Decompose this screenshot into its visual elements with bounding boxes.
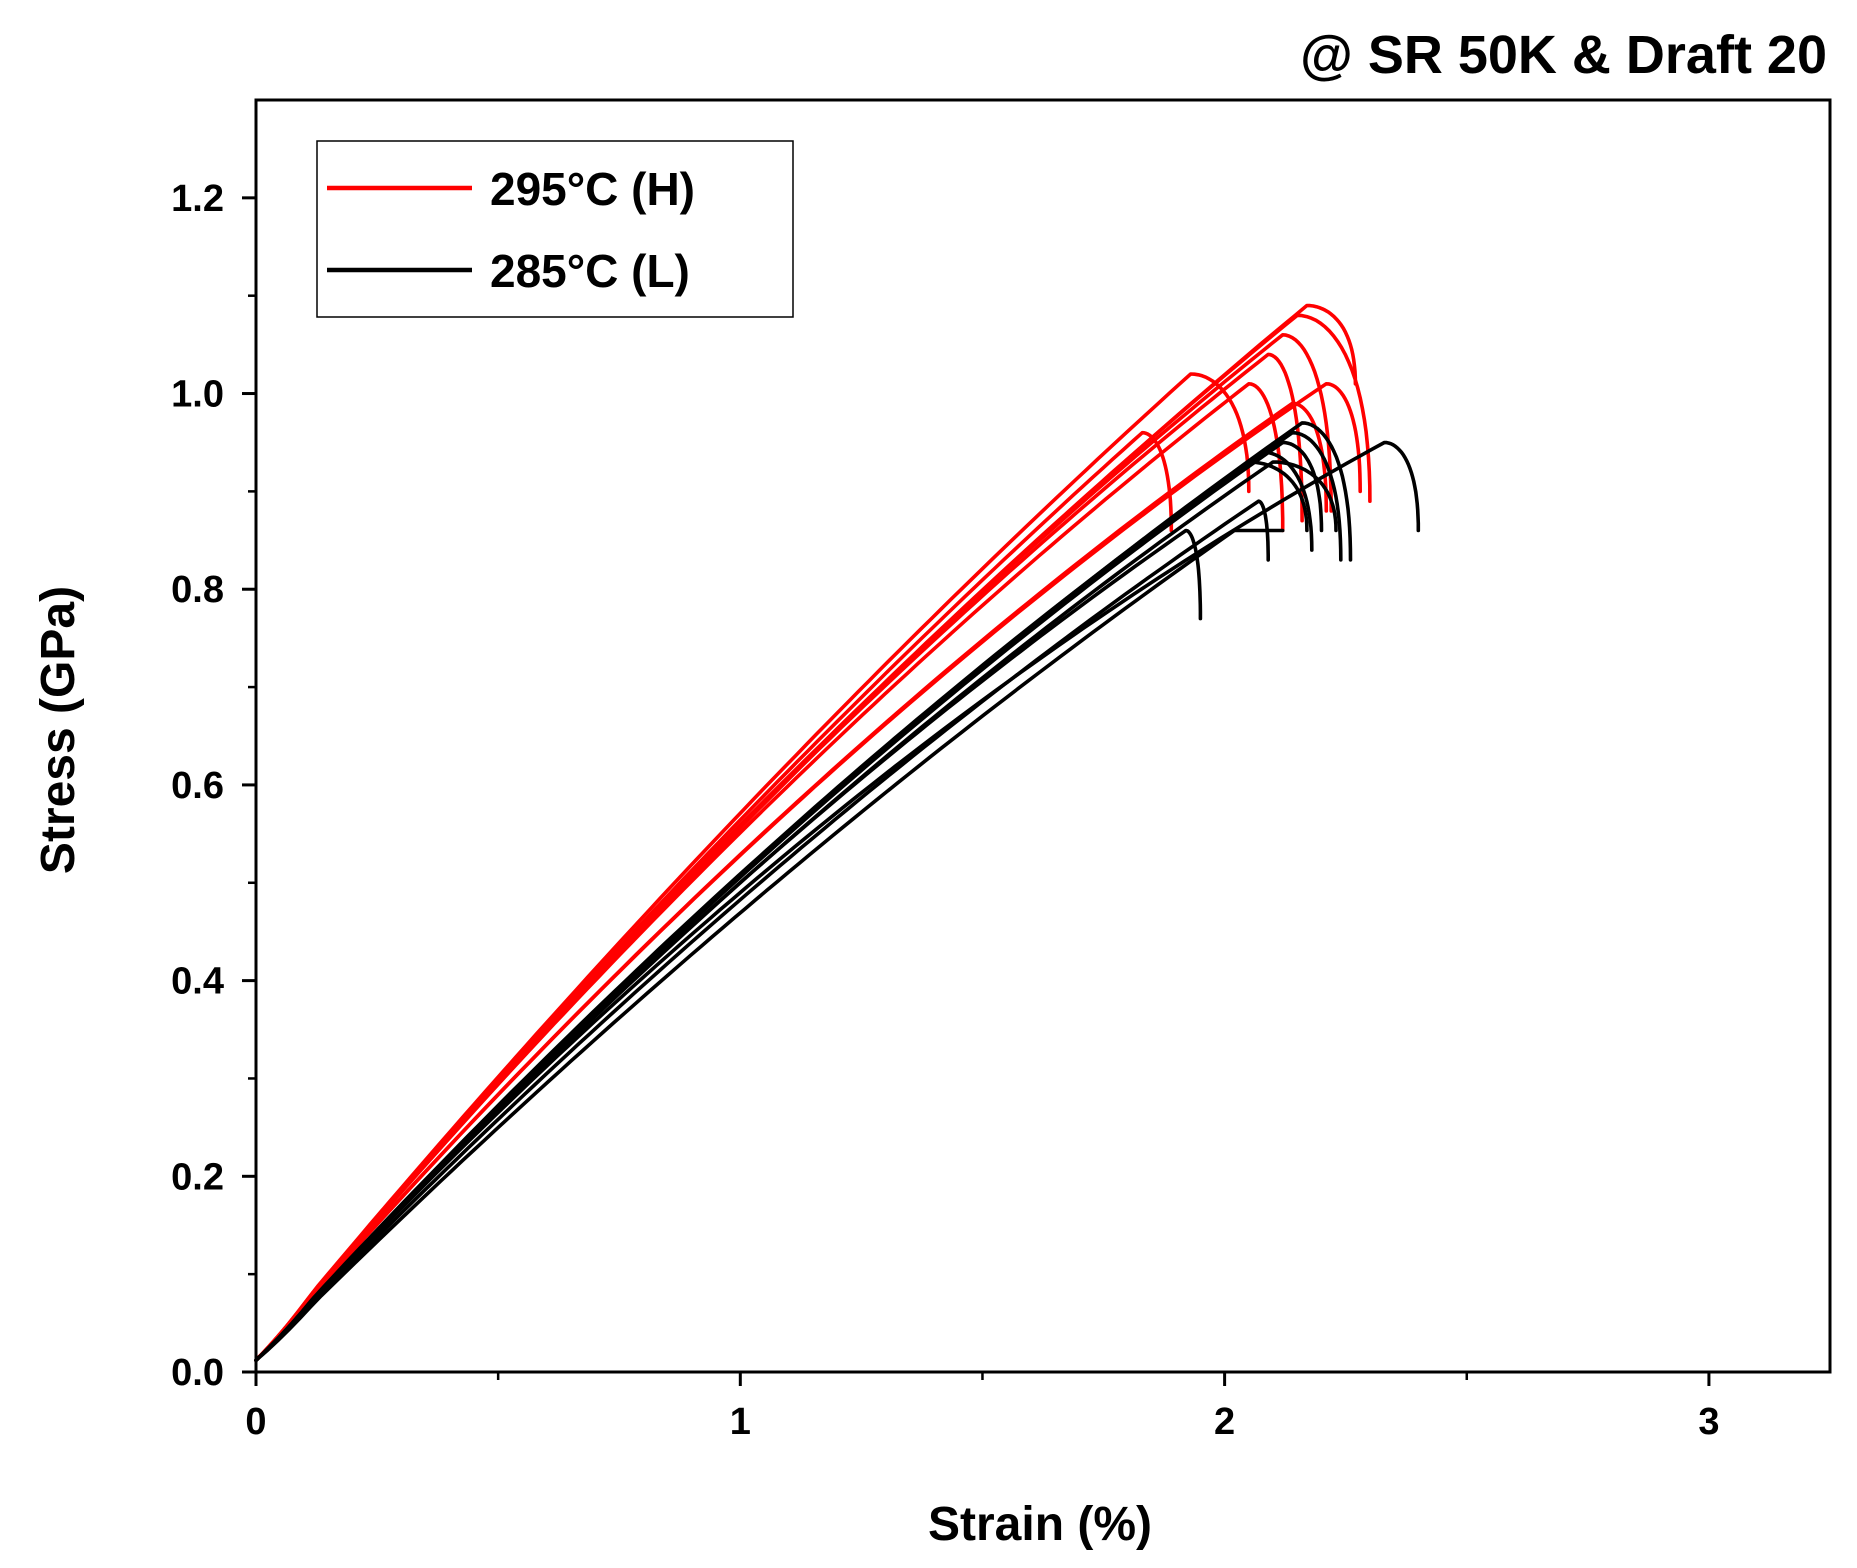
legend-box — [316, 140, 794, 318]
series-285c-specimen-9 — [254, 528, 1203, 1363]
x-tick-label-2: 2 — [1214, 1401, 1235, 1443]
series-285c-specimen-5 — [254, 460, 1309, 1363]
y-tick-label-2: 0.4 — [171, 961, 224, 1003]
chart-title: @ SR 50K & Draft 20 — [1300, 25, 1827, 85]
y-tick-label-5: 1.0 — [171, 374, 224, 416]
y-tick-label-3: 0.6 — [171, 765, 224, 807]
series-295c-specimen-7 — [254, 430, 1174, 1363]
series-295c-specimen-6 — [254, 382, 1285, 1363]
y-axis-label: Stress (GPa) — [32, 586, 85, 874]
axis-ticks: 0 1 2 3 0.0 0.2 0.4 0.6 0.8 1.0 1.2 — [171, 178, 1719, 1443]
series-295c-specimen-8 — [254, 382, 1362, 1363]
y-tick-label-6: 1.2 — [171, 178, 224, 220]
series-285c-specimen-1 — [254, 440, 1421, 1363]
series-285c-specimen-6 — [254, 460, 1338, 1363]
x-tick-label-0: 0 — [245, 1401, 266, 1443]
legend-label-295c: 295°C (H) — [490, 163, 695, 215]
x-axis-label: Strain (%) — [928, 1498, 1152, 1551]
y-tick-label-4: 0.8 — [171, 569, 224, 611]
y-tick-label-1: 0.2 — [171, 1156, 224, 1198]
legend: 295°C (H) 285°C (L) — [316, 140, 794, 318]
series-295c-specimen-9 — [254, 401, 1329, 1363]
series-285c-specimen-8 — [254, 528, 1285, 1363]
plot-area — [254, 303, 1421, 1363]
legend-label-285c: 285°C (L) — [490, 245, 690, 297]
x-tick-label-3: 3 — [1698, 1401, 1719, 1443]
x-tick-label-1: 1 — [730, 1401, 751, 1443]
series-285c-specimen-10 — [254, 450, 1314, 1363]
y-tick-label-0: 0.0 — [171, 1352, 224, 1394]
plot-frame — [254, 98, 1832, 1374]
series-285c-specimen-7 — [254, 499, 1270, 1363]
